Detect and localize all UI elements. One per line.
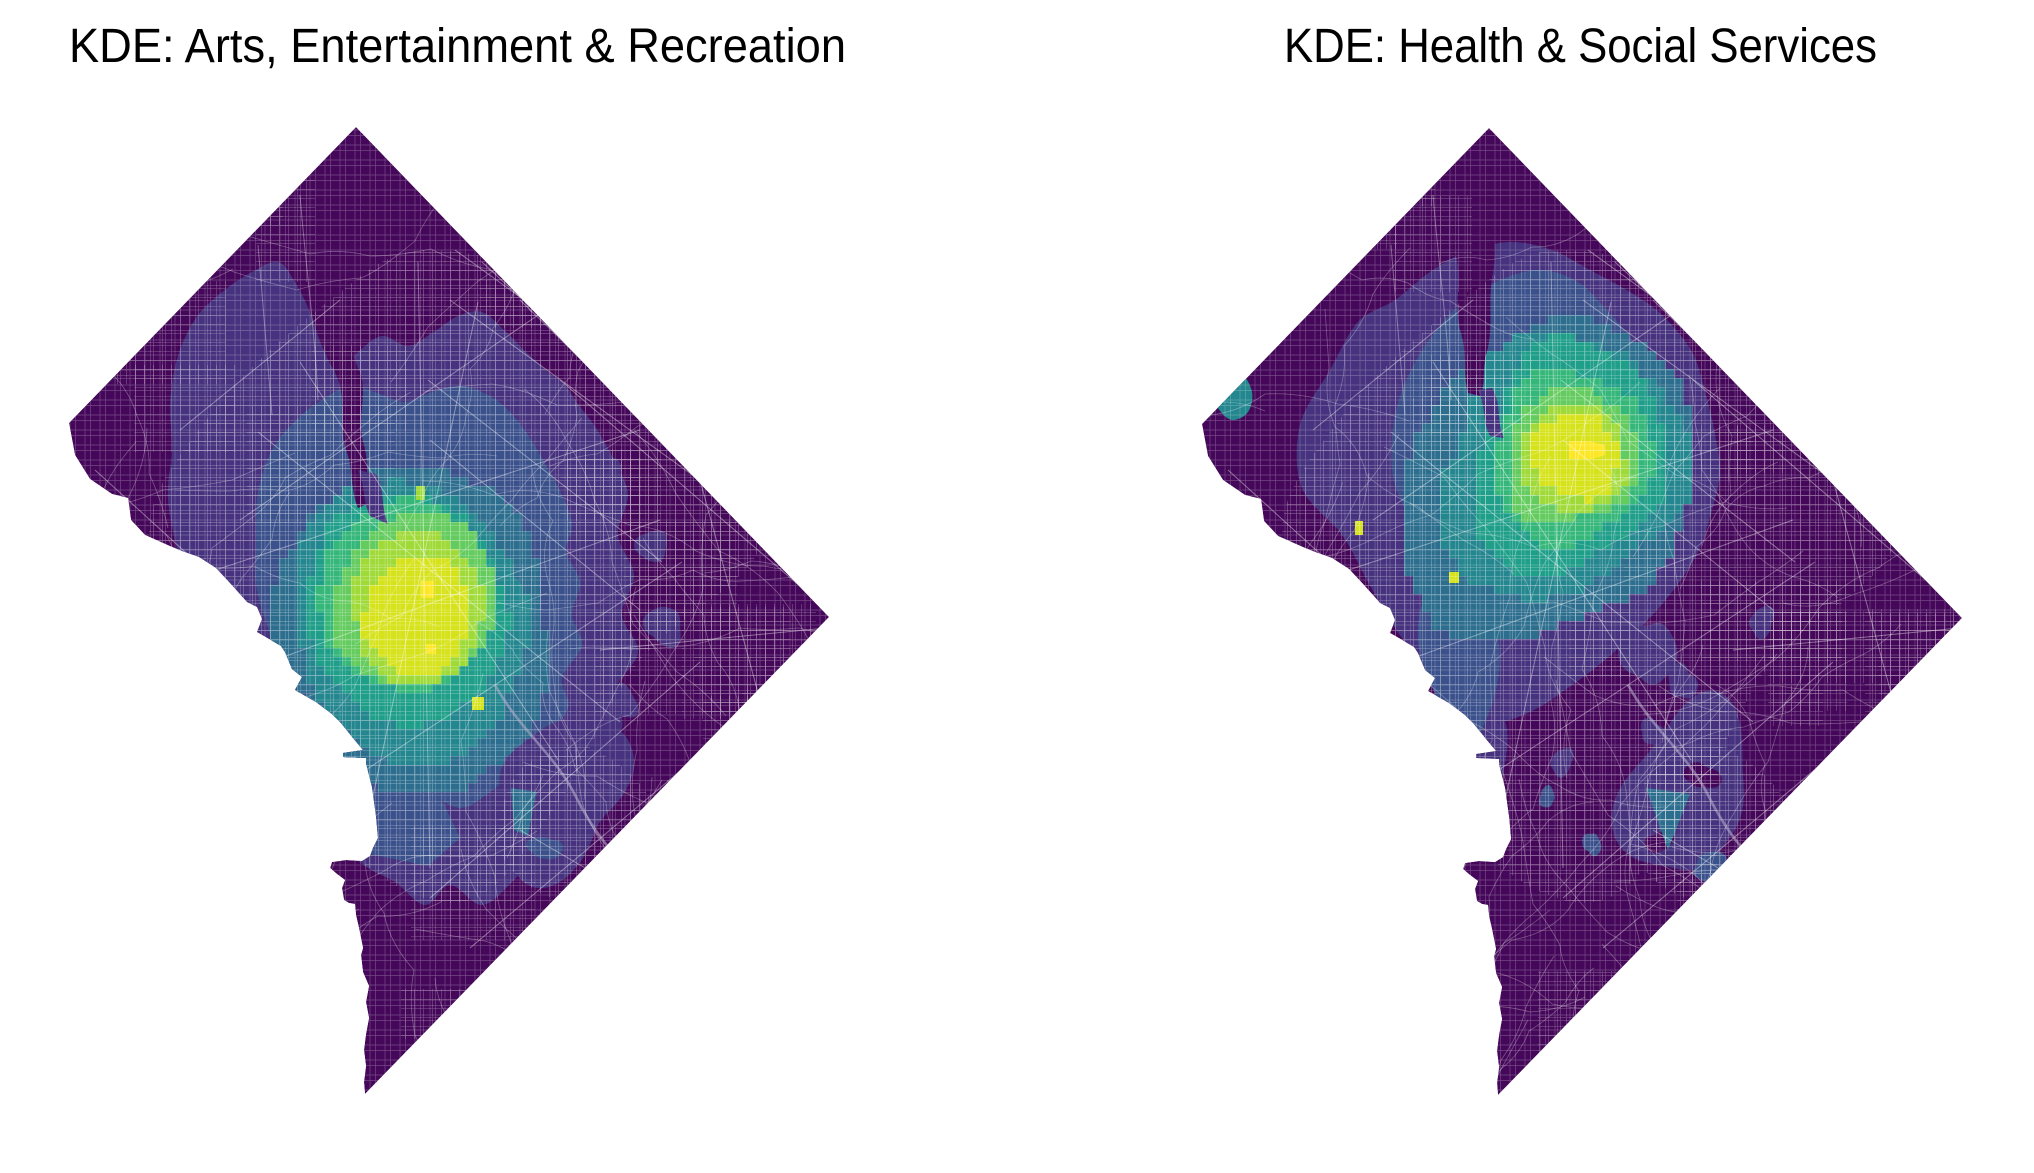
svg-text:KDE: Arts, Entertainment & Rec: KDE: Arts, Entertainment & Recreation — [69, 20, 846, 73]
svg-text:KDE: Health & Social Services: KDE: Health & Social Services — [1284, 20, 1877, 73]
